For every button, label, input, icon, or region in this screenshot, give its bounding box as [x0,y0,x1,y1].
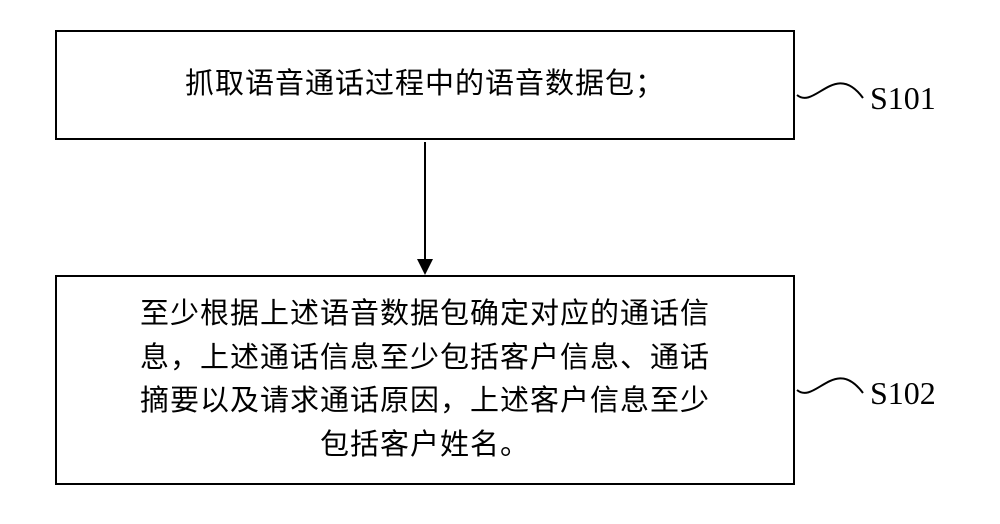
flow-step-1-text: 抓取语音通话过程中的语音数据包； [57,63,793,107]
flow-step-1: 抓取语音通话过程中的语音数据包； [55,30,795,140]
flow-step-2-text: 至少根据上述语音数据包确定对应的通话信 息，上述通话信息至少包括客户信息、通话 … [57,293,793,467]
flow-step-2-label: S102 [870,375,936,412]
flowchart-canvas: 抓取语音通话过程中的语音数据包； S101 至少根据上述语音数据包确定对应的通话… [0,0,1000,524]
flow-step-2: 至少根据上述语音数据包确定对应的通话信 息，上述通话信息至少包括客户信息、通话 … [55,275,795,485]
flow-step-1-label: S101 [870,80,936,117]
